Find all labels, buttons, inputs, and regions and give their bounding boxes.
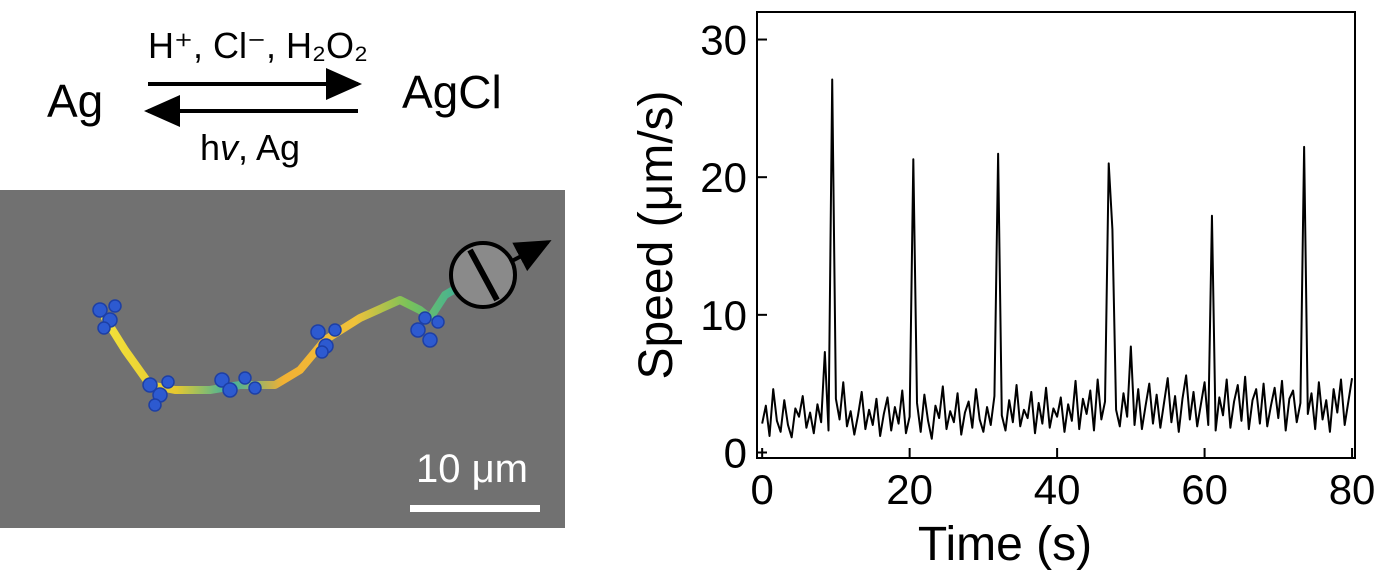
forward-conditions: H⁺, Cl⁻, H₂O₂ <box>148 25 368 66</box>
x-tick-label: 20 <box>886 466 933 513</box>
y-tick-label: 30 <box>700 17 747 64</box>
reactant: Ag <box>47 75 103 127</box>
text: , Ag <box>238 127 300 168</box>
reverse-conditions: hv, Ag <box>200 127 300 168</box>
product: AgCl <box>402 66 502 118</box>
x-tick-label: 60 <box>1181 466 1228 513</box>
scale-bar <box>410 505 540 512</box>
y-tick-label: 0 <box>724 429 747 476</box>
y-tick-label: 10 <box>700 292 747 339</box>
x-tick-label: 40 <box>1034 466 1081 513</box>
text: v <box>220 127 240 168</box>
direction-arrow <box>509 240 552 272</box>
pause-clusters <box>92 299 445 412</box>
janus-boundary <box>467 248 500 302</box>
x-tick-label: 0 <box>750 466 773 513</box>
x-axis-label: Time (s) <box>918 518 1092 571</box>
speed-line <box>761 78 1354 440</box>
plot: 0 10 20 30 0 20 40 60 80 <box>700 17 1375 513</box>
y-tick-label: 20 <box>700 154 747 201</box>
plot-frame <box>756 11 1356 459</box>
scale-bar-label: 10 μm <box>416 447 528 491</box>
x-tick-label: 80 <box>1329 466 1376 513</box>
text: h <box>200 127 220 168</box>
y-axis-label: Speed (μm/s) <box>630 90 683 379</box>
